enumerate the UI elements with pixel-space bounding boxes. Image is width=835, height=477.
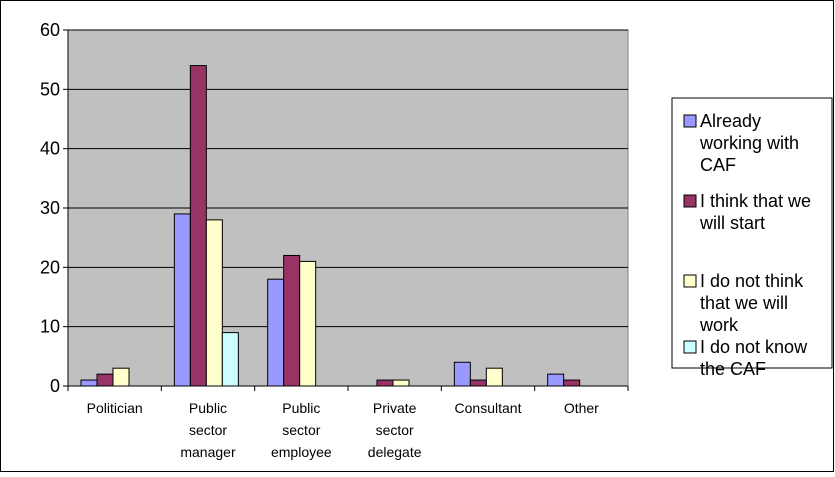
x-tick-label: Public	[282, 400, 320, 416]
bar-series-3	[392, 379, 410, 387]
x-tick-label: employee	[271, 444, 332, 460]
legend-label: I think that we	[700, 191, 811, 211]
x-tick-label: delegate	[368, 444, 422, 460]
y-tick-label: 20	[40, 257, 60, 277]
x-tick-label: sector	[376, 422, 414, 438]
legend-box	[671, 97, 833, 369]
x-tick-label: Politician	[87, 400, 143, 416]
x-tick-label: Consultant	[455, 400, 522, 416]
x-tick-label: manager	[180, 444, 236, 460]
y-tick-label: 40	[40, 139, 60, 159]
bar-series-1	[173, 213, 191, 387]
bar-series-2	[283, 254, 301, 387]
bar-series-4	[221, 332, 239, 387]
legend-label: will start	[699, 213, 765, 233]
axes: 0 10 20 30 40 50 60 Politician Public sector manag…	[40, 20, 629, 460]
bar-series-3	[299, 260, 317, 387]
bar-series-1	[547, 373, 565, 387]
bar-series-2	[96, 373, 114, 387]
legend-swatch	[683, 274, 697, 288]
x-tick-label: sector	[189, 422, 227, 438]
bar-series-2	[189, 65, 207, 387]
bar-series-2	[376, 379, 394, 387]
y-tick-label: 0	[50, 376, 60, 396]
y-tick-label: 50	[40, 79, 60, 99]
legend-label: the CAF	[700, 359, 766, 379]
x-tick-label: Private	[373, 400, 417, 416]
bar-series-3	[205, 219, 223, 387]
x-tick-label: Other	[564, 400, 599, 416]
bar-series-1	[80, 379, 98, 387]
bar-series-3	[112, 367, 130, 387]
legend-swatch	[683, 114, 697, 128]
bar-series-3	[485, 367, 503, 387]
bar-series-2	[469, 379, 487, 387]
bar-series-2	[563, 379, 581, 387]
y-tick-label: 30	[40, 198, 60, 218]
legend-swatch	[683, 340, 697, 354]
y-tick-label: 10	[40, 317, 60, 337]
legend-label: that we will	[700, 293, 788, 313]
bar-series-1	[267, 278, 285, 387]
gridlines	[68, 29, 628, 328]
legend-label: Already	[700, 111, 761, 131]
legend-label: I do not know	[700, 337, 808, 357]
bar-series-1	[453, 361, 471, 387]
legend-swatch	[683, 194, 697, 208]
x-tick-label: Public	[189, 400, 227, 416]
legend-label: I do not think	[700, 271, 804, 291]
legend-label: working with	[699, 133, 799, 153]
legend-label: CAF	[700, 155, 736, 175]
x-tick-label: sector	[282, 422, 320, 438]
legend-label: work	[699, 315, 739, 335]
y-tick-label: 60	[40, 20, 60, 40]
